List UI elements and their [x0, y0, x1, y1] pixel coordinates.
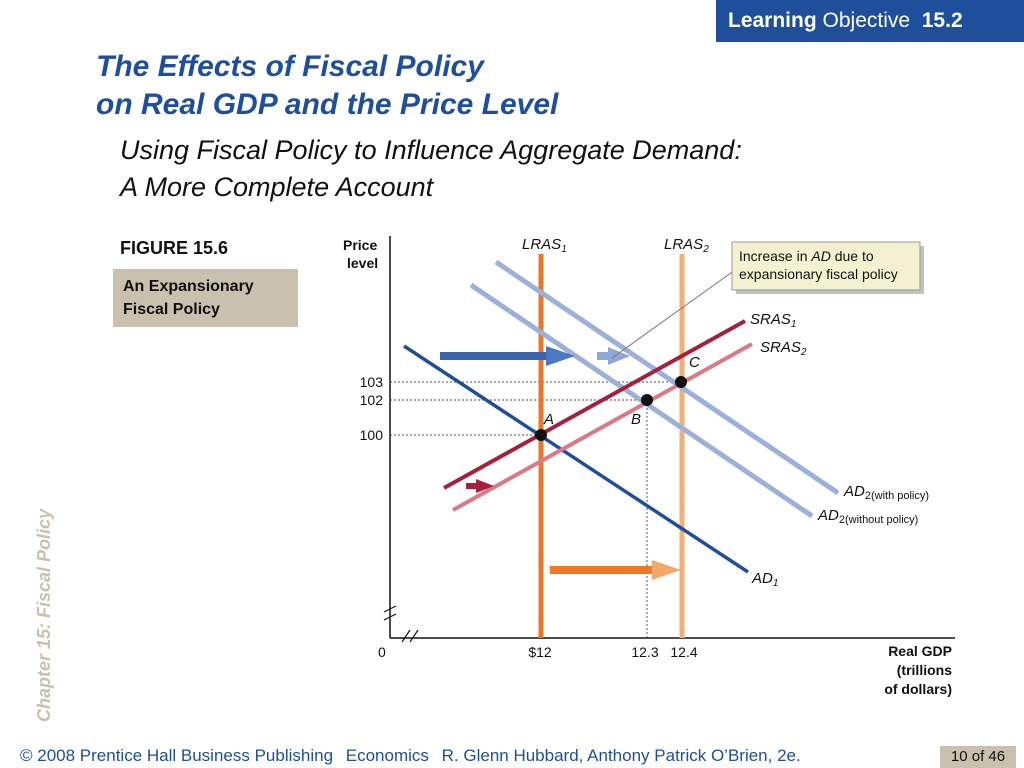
figure-caption-line2: Fiscal Policy	[123, 301, 220, 318]
sras1-label: SRAS1	[750, 311, 796, 330]
y-axis-break	[383, 605, 397, 621]
slide-subtitle-line1: Using Fiscal Policy to Influence Aggrega…	[120, 135, 742, 165]
point-b-label: B	[631, 411, 641, 428]
callout-line1: Increase in AD due to	[739, 248, 874, 264]
x-tick-12-4: 12.4	[670, 644, 697, 660]
x-axis-label-line1: Real GDP	[888, 643, 952, 659]
ad-shift-arrow-large	[440, 346, 575, 366]
point-a-dot	[535, 429, 547, 441]
y-tick-103: 103	[360, 374, 384, 390]
point-c-dot	[675, 376, 687, 388]
footer: © 2008 Prentice Hall Business Publishing…	[20, 746, 809, 766]
y-axis-label-line1: Price	[343, 237, 377, 253]
lras-shift-arrow	[550, 560, 681, 580]
slide-title-line1: The Effects of Fiscal Policy	[96, 50, 484, 83]
figure-caption-box: An Expansionary Fiscal Policy	[113, 269, 298, 327]
callout-line2: expansionary fiscal policy	[739, 266, 898, 282]
learning-objective-badge: Learning Objective 15.2	[716, 0, 1024, 42]
callout-box	[731, 241, 921, 291]
point-a-label: A	[543, 411, 554, 428]
figure-caption-line1: An Expansionary	[123, 278, 254, 295]
ad2-with-label: AD2(with policy)	[843, 483, 929, 502]
sras2-label: SRAS2	[760, 339, 807, 358]
y-tick-100: 100	[360, 427, 384, 443]
sras1-line	[443, 319, 746, 490]
x-axis-break	[401, 629, 419, 643]
point-c-label: C	[689, 354, 700, 371]
x-tick-12: $12	[528, 644, 552, 660]
figure-label: FIGURE 15.6	[120, 238, 229, 258]
lras2-label: LRAS2	[664, 236, 709, 255]
callout-leader	[611, 269, 736, 359]
ad1-label: AD1	[751, 570, 778, 589]
badge-bold: Learning	[728, 9, 817, 32]
slide-subtitle: Using Fiscal Policy to Influence Aggrega…	[120, 132, 742, 206]
chapter-side-label: Chapter 15: Fiscal Policy	[34, 508, 54, 722]
y-axis-label-line2: level	[347, 255, 378, 271]
slide-title-line2: on Real GDP and the Price Level	[96, 88, 559, 121]
origin-label: 0	[378, 644, 386, 660]
x-axis-label-line2: (trillions	[897, 662, 952, 678]
sras2-line	[452, 342, 753, 512]
footer-copyright: © 2008 Prentice Hall Business Publishing	[20, 746, 334, 765]
y-tick-102: 102	[360, 392, 384, 408]
footer-authors: R. Glenn Hubbard, Anthony Patrick O’Brie…	[441, 746, 801, 765]
footer-book: Economics	[345, 746, 429, 765]
x-tick-12-3: 12.3	[631, 644, 658, 660]
x-axis-label-line3: of dollars)	[884, 681, 952, 697]
badge-rest: Objective	[822, 9, 911, 32]
slide-title: The Effects of Fiscal Policy on Real GDP…	[96, 48, 558, 124]
ad-shift-arrow-small	[597, 347, 630, 365]
slide-subtitle-line2: A More Complete Account	[120, 172, 434, 202]
ad1-line	[403, 344, 749, 574]
ad2-without-label: AD2(without policy)	[817, 507, 918, 526]
badge-number: 15.2	[921, 9, 963, 32]
sras-shift-arrow	[466, 479, 494, 493]
page-number: 10 of 46	[940, 746, 1016, 768]
lras1-label: LRAS1	[522, 236, 567, 255]
point-b-dot	[641, 394, 653, 406]
ad2-with-policy-line	[494, 259, 840, 496]
